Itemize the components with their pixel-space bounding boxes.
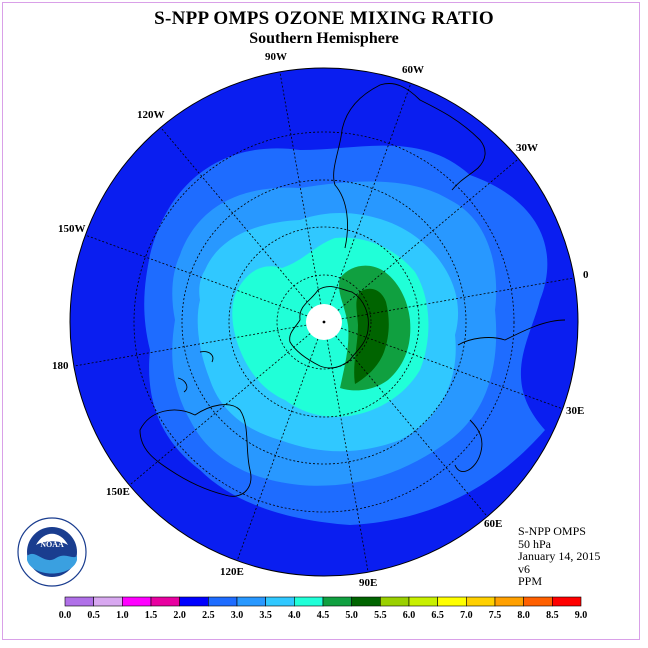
colorbar-swatch (236, 596, 266, 607)
colorbar-swatch (64, 596, 94, 607)
info-version: v6 (518, 561, 530, 576)
band-5-0 (354, 288, 389, 384)
new-zealand-coastline (177, 351, 214, 393)
meridian-line (129, 333, 311, 486)
map-frame (2, 2, 640, 640)
colorbar-tick-label: 0.5 (87, 610, 100, 621)
colorbar-swatch (93, 596, 123, 607)
svg-text:NOAA: NOAA (40, 540, 64, 549)
colorbar-tick-label: 7.0 (460, 610, 473, 621)
colorbar-swatch (380, 596, 410, 607)
colorbar-tick-label: 5.5 (374, 610, 387, 621)
meridian-line (85, 234, 308, 317)
colorbar-swatch (294, 596, 324, 607)
colorbar-swatch (351, 596, 381, 607)
colorbar-swatch (208, 596, 238, 607)
lon-label-30w: 30W (516, 142, 538, 154)
colorbar-tick-label: 2.0 (173, 610, 186, 621)
noaa-logo: NOAA (17, 517, 87, 587)
colorbar-swatch (122, 596, 152, 607)
colorbar-swatch (408, 596, 438, 607)
colorbar-swatch (437, 596, 467, 607)
lon-label-180: 180 (52, 360, 69, 372)
south-america-coastline (333, 83, 486, 249)
colorbar-tick-label: 5.0 (345, 610, 358, 621)
meridian-line (160, 127, 313, 309)
meridian-line (326, 339, 369, 573)
pole-marker (322, 320, 326, 324)
colorbar-swatch (150, 596, 180, 607)
meridian-line (340, 327, 563, 410)
info-block: S-NPP OMPS 50 hPa January 14, 2015 v6 PP… (518, 525, 600, 588)
colorbar-tick-label: 8.5 (546, 610, 559, 621)
colorbar-swatch (322, 596, 352, 607)
africa-coastline (454, 319, 566, 472)
lon-label-60w: 60W (402, 64, 424, 76)
map-subtitle: Southern Hemisphere (249, 30, 399, 47)
lon-label-150w: 150W (58, 223, 86, 235)
colorbar-swatch (552, 596, 582, 607)
info-level: 50 hPa (518, 536, 551, 551)
lon-label-90w: 90W (265, 51, 287, 63)
info-date: January 14, 2015 (518, 549, 601, 563)
colorbar-tick-label: 3.5 (259, 610, 272, 621)
meridian-line (236, 338, 319, 561)
colorbar-swatch (466, 596, 496, 607)
colorbar-tick-label: 3.0 (231, 610, 244, 621)
meridian-line (279, 71, 322, 305)
longitude-labels: 90W 60W 30W 0 30E 60E 90E 120E 150E 180 … (52, 51, 589, 589)
meridian-line (341, 277, 575, 320)
colorbar-swatch (265, 596, 295, 607)
meridian-line (329, 83, 412, 306)
colorbar-tick-label: 7.5 (489, 610, 502, 621)
colorbar-tick-label: 0.0 (59, 610, 72, 621)
antarctica-coastline (289, 286, 369, 369)
colorbar-tick-label: 6.0 (403, 610, 416, 621)
graticule (73, 71, 575, 573)
map-outline (69, 67, 579, 577)
colorbar-tick-label: 9.0 (575, 610, 588, 621)
lon-label-0: 0 (583, 269, 589, 281)
meridian-line (337, 158, 519, 311)
info-instrument: S-NPP OMPS (518, 524, 586, 538)
meridian-line (335, 335, 488, 517)
colorbar-tick-label: 8.0 (517, 610, 530, 621)
colorbar-tick-label: 1.5 (145, 610, 158, 621)
lon-label-150e: 150E (106, 486, 130, 498)
lon-label-120w: 120W (137, 109, 165, 121)
colorbar-tick-label: 4.0 (288, 610, 301, 621)
colorbar-tick-label: 1.0 (116, 610, 129, 621)
colorbar: 0.0 0.5 1.0 1.5 2.0 2.5 3.0 3.5 4.0 4.5 5.0 5.5 6.0 6… (59, 596, 588, 621)
lon-label-120e: 120E (220, 566, 244, 578)
colorbar-tick-label: 2.5 (202, 610, 215, 621)
coastlines (139, 83, 566, 497)
lon-label-30e: 30E (566, 405, 584, 417)
map-title: S-NPP OMPS OZONE MIXING RATIO (154, 8, 494, 29)
colorbar-swatch (523, 596, 553, 607)
meridian-line (73, 324, 307, 367)
colorbar-swatch (179, 596, 209, 607)
lon-label-90e: 90E (359, 577, 377, 589)
lon-label-60e: 60E (484, 518, 502, 530)
ozone-field (70, 68, 578, 576)
colorbar-tick-label: 6.5 (431, 610, 444, 621)
info-units: PPM (518, 574, 543, 588)
colorbar-swatch (494, 596, 524, 607)
australia-coastline (139, 404, 252, 497)
colorbar-tick-label: 4.5 (317, 610, 330, 621)
